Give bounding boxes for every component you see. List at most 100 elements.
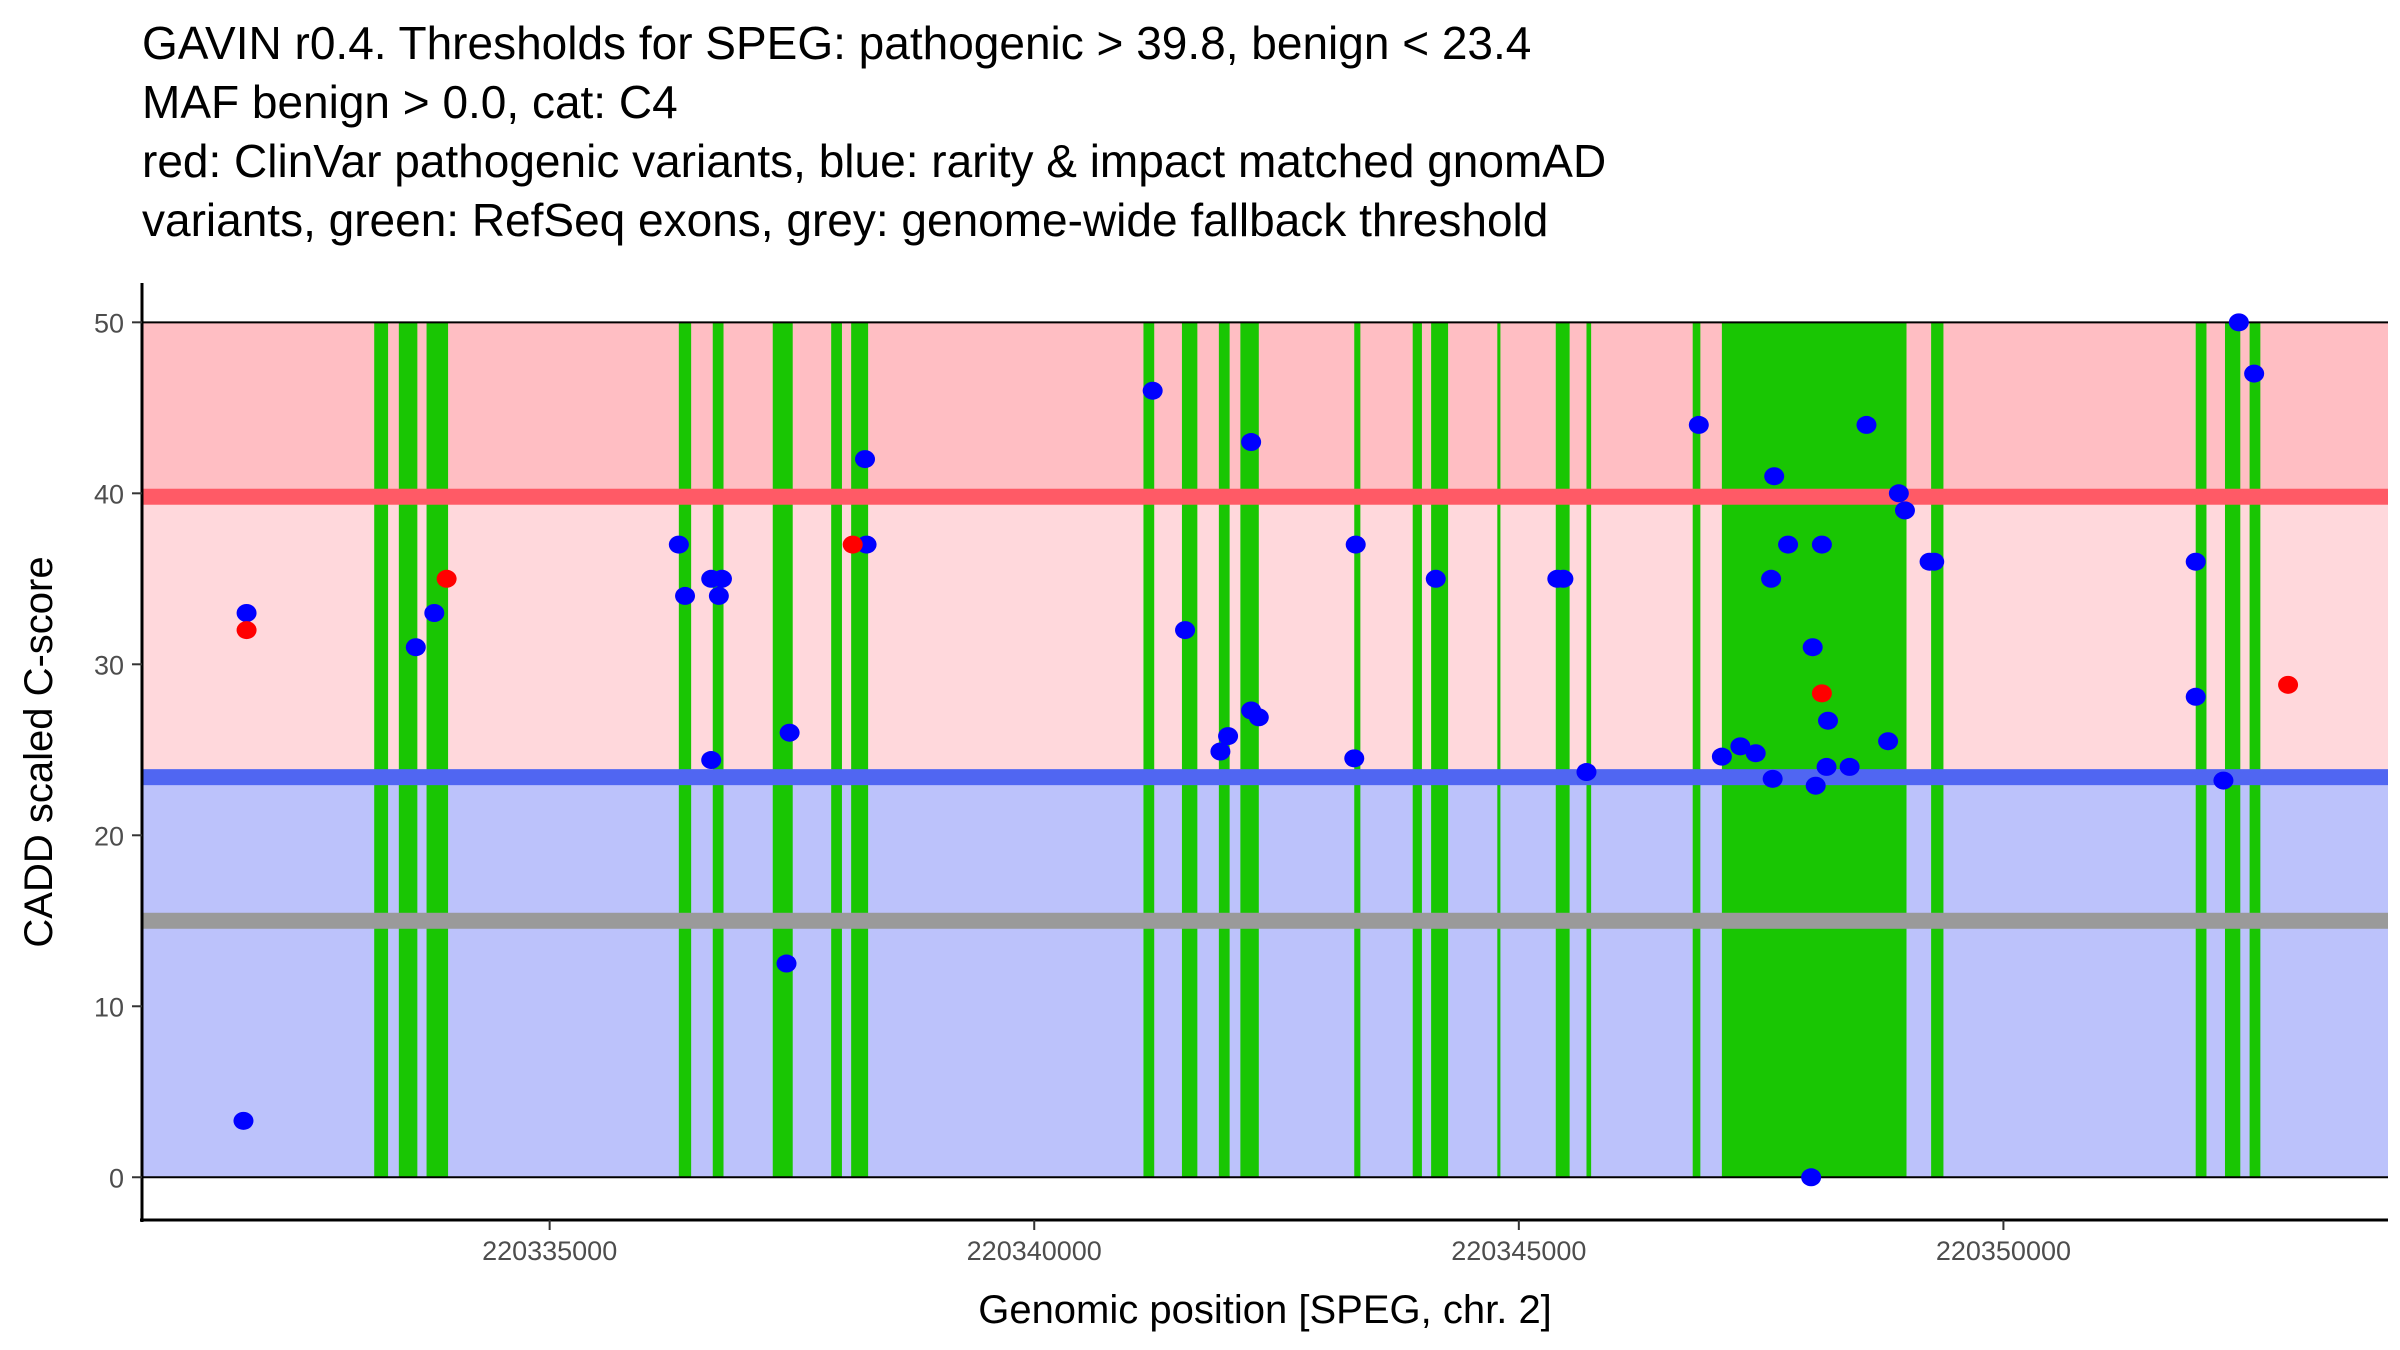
title-line-3: red: ClinVar pathogenic variants, blue: … — [142, 135, 1607, 187]
clinvar-point — [842, 535, 863, 554]
gnomad-point — [1839, 757, 1860, 776]
gnomad-point — [2185, 552, 2206, 571]
clinvar-point — [236, 621, 257, 640]
gnomad-point — [1802, 638, 1823, 657]
gnomad-point — [1745, 744, 1766, 763]
gnomad-point — [1142, 381, 1163, 400]
exon-bar — [1497, 322, 1501, 1178]
exon-bar — [712, 322, 724, 1178]
gnomad-point — [1425, 569, 1446, 588]
gnomad-point — [1924, 552, 1945, 571]
gnomad-point — [1856, 415, 1877, 434]
gnomad-point — [2244, 364, 2265, 383]
gnomad-point — [1818, 711, 1839, 730]
benign-band — [142, 777, 2388, 1178]
gnomad-point — [236, 604, 257, 623]
exon-bar — [1143, 322, 1155, 1178]
exon-bar — [1692, 322, 1701, 1178]
gnomad-point — [1248, 708, 1269, 727]
gnomad-point — [233, 1111, 254, 1130]
gnomad-point — [708, 586, 729, 605]
y-tick-label: 20 — [94, 821, 124, 851]
gnomad-point — [2228, 313, 2249, 332]
gnomad-point — [1730, 737, 1751, 756]
y-tick-label: 10 — [94, 992, 124, 1022]
exon-bar — [398, 322, 418, 1178]
gnomad-point — [1816, 757, 1837, 776]
axes: 0 10 20 30 40 50 220335000 220340000 220345000 22… — [94, 283, 2388, 1266]
gnomad-point — [1175, 621, 1196, 640]
gnomad-point — [855, 450, 876, 469]
data-points — [233, 313, 2299, 1187]
gnomad-point — [1576, 763, 1597, 782]
gnomad-point — [1811, 535, 1832, 554]
exon-bar — [678, 322, 692, 1178]
threshold-bands — [142, 322, 2388, 1178]
gnomad-point — [776, 954, 797, 973]
gnomad-point — [1764, 467, 1785, 486]
gnomad-point — [1888, 484, 1909, 503]
title-line-2: MAF benign > 0.0, cat: C4 — [142, 76, 678, 128]
clinvar-point — [2278, 675, 2299, 694]
exon-bar — [1931, 322, 1944, 1178]
exon-bar — [1412, 322, 1422, 1178]
title-line-4: variants, green: RefSeq exons, grey: gen… — [142, 194, 1549, 246]
gnomad-point — [1778, 535, 1799, 554]
exon-bar — [772, 322, 793, 1178]
clinvar-point — [436, 569, 457, 588]
gnomad-point — [1762, 769, 1783, 788]
exon-bars — [374, 322, 2261, 1178]
pathogenic-threshold-line — [142, 488, 2388, 505]
exon-bar — [426, 322, 449, 1178]
gnomad-point — [1894, 501, 1915, 520]
gnomad-point — [856, 535, 877, 554]
exon-bar — [831, 322, 842, 1178]
exon-bar — [374, 322, 389, 1178]
gnomad-point — [1553, 569, 1574, 588]
exon-bar — [2224, 322, 2241, 1178]
intermediate-band — [142, 496, 2388, 778]
pathogenic-band — [142, 322, 2388, 497]
gnomad-point — [1761, 569, 1782, 588]
title-line-1: GAVIN r0.4. Thresholds for SPEG: pathoge… — [142, 17, 1532, 69]
gnomad-point — [2213, 771, 2234, 790]
x-tick-label: 220335000 — [482, 1236, 617, 1266]
fallback-threshold-line — [142, 912, 2388, 929]
x-tick-label: 220340000 — [967, 1236, 1102, 1266]
exon-bar — [1586, 322, 1592, 1178]
gnomad-point — [1218, 727, 1239, 746]
gnomad-point — [711, 569, 732, 588]
gnomad-point — [424, 604, 445, 623]
gnomad-point — [1878, 732, 1899, 751]
gnomad-point — [1711, 747, 1732, 766]
y-axis-title: CADD scaled C-score — [17, 556, 61, 947]
gnomad-point — [1210, 742, 1231, 761]
x-tick-label: 220345000 — [1451, 1236, 1586, 1266]
gnomad-point — [779, 723, 800, 742]
gnomad-point — [668, 535, 689, 554]
clinvar-point — [1811, 684, 1832, 703]
gnomad-point — [1241, 433, 1262, 452]
y-tick-label: 0 — [109, 1163, 124, 1193]
exon-bar — [1181, 322, 1198, 1178]
exon-bar — [1555, 322, 1570, 1178]
exon-bar — [1240, 322, 1259, 1178]
x-tick-label: 220350000 — [1936, 1236, 2071, 1266]
exon-bar — [1431, 322, 1449, 1178]
y-tick-label: 40 — [94, 479, 124, 509]
x-axis-title: Genomic position [SPEG, chr. 2] — [978, 1288, 1552, 1332]
gnomad-point — [1344, 749, 1365, 768]
gnomad-point — [405, 638, 426, 657]
y-tick-label: 50 — [94, 308, 124, 338]
exon-bar — [2195, 322, 2207, 1178]
chart-title: GAVIN r0.4. Thresholds for SPEG: pathoge… — [142, 14, 1606, 250]
gnomad-point — [1688, 415, 1709, 434]
gnomad-point — [701, 751, 722, 770]
y-tick-label: 30 — [94, 650, 124, 680]
benign-threshold-line — [142, 769, 2388, 786]
gnomad-point — [1801, 1168, 1822, 1187]
exon-bar — [2249, 322, 2261, 1178]
gnomad-point — [1345, 535, 1366, 554]
gnomad-point — [675, 586, 696, 605]
